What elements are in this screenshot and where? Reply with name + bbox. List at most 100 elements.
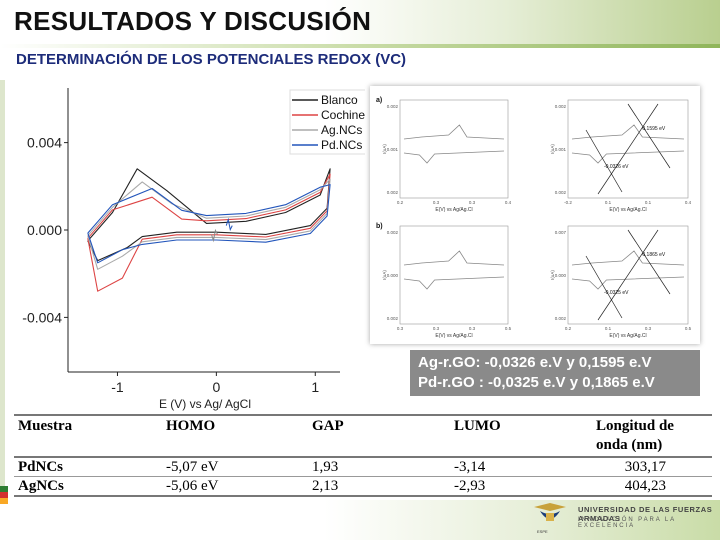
inset-x-axis-label: E(V) vs Ag/Ag.Cl [435, 207, 472, 213]
inset-x-tick-label: 0.3 [433, 200, 440, 205]
inset-x-tick-label: 0.3 [397, 326, 404, 331]
inset-frame [399, 99, 509, 199]
cell-lumo: -3,14 [454, 459, 486, 475]
inset-x-tick-label: 0.4 [505, 200, 512, 205]
inset-y-axis-label: I(uA) [550, 270, 555, 280]
inset-chart-2: 0.002 0.001 0.002 -0.2 0.1 0.1 0.4 I(uA) E(V) vs… [550, 99, 692, 213]
inset-x-tick-label: 0.5 [505, 326, 512, 331]
tangent-line [585, 255, 623, 319]
inset-panel-label: b) [376, 223, 383, 230]
col-header-longitud: Longitud de onda (nm) [596, 418, 674, 453]
inset-y-tick-label: 0.002 [387, 190, 399, 195]
tangent-line [627, 103, 671, 169]
tangent-line [627, 229, 671, 295]
cv-blip [210, 228, 218, 243]
col-header-lumo: LUMO [454, 418, 501, 434]
legend-label: Ag.NCs [321, 123, 362, 137]
cv-y-tick-label: -0.004 [22, 309, 62, 325]
page-title: RESULTADOS Y DISCUSIÓN [14, 6, 372, 36]
cv-x-tick-label: 0 [212, 379, 220, 395]
cell-longitud: 303,17 [624, 459, 666, 475]
title-band [0, 0, 720, 48]
inset-x-tick-label: 0.3 [469, 326, 476, 331]
inset-charts: a) 0.002 0.001 0.002 0.2 0.3 0.3 0.4 I(uA) E(V) v… [376, 97, 692, 339]
inset-x-tick-label: 0.3 [469, 200, 476, 205]
university-name: UNIVERSIDAD DE LAS FUERZAS ARMADAS [578, 505, 713, 523]
redox-potentials-box: Ag-r.GO: -0,0326 e.V y 0,1595 e.V Pd-r.G… [410, 350, 700, 396]
cv-x-tick-label: 1 [311, 379, 319, 395]
university-motto: INNOVACIÓN PARA LA EXCELENCIA [578, 517, 676, 529]
inset-chart-1: a) 0.002 0.001 0.002 0.2 0.3 0.3 0.4 I(uA) E(V) v… [376, 97, 512, 213]
cell-muestra: PdNCs [18, 459, 64, 475]
redox-ag-line: Ag-r.GO: -0,0326 e.V y 0,1595 e.V [418, 354, 652, 371]
table-header-row: Muestra HOMO GAP LUMO Longitud de onda (… [14, 415, 712, 457]
inset-y-axis-label: I(uA) [550, 144, 555, 154]
cv-blip [225, 217, 233, 232]
col-header-homo: HOMO [166, 418, 216, 434]
inset-x-tick-label: 0.3 [645, 326, 652, 331]
cv-curves [87, 168, 331, 292]
inset-annotation: 0.1595 eV [642, 126, 665, 132]
inset-y-tick-label: 0.002 [387, 316, 399, 321]
tangent-line [597, 103, 659, 195]
redox-pd-line: Pd-r.GO : -0,0325 e.V y 0,1865 e.V [418, 374, 655, 391]
inset-x-tick-label: 0.5 [685, 326, 692, 331]
inset-y-tick-label: 0.002 [387, 230, 399, 235]
col-header-gap: GAP [312, 418, 344, 434]
cv-x-axis-label: E (V) vs Ag/ AgCl [159, 397, 251, 411]
inset-x-axis-label: E(V) vs Ag/Ag.Cl [609, 207, 646, 213]
inset-trace [571, 124, 685, 164]
crest-caption: ESPE [537, 529, 548, 534]
title-rule [0, 44, 720, 48]
inset-y-tick-label: 0.002 [387, 104, 399, 109]
side-accent-bar [0, 80, 5, 500]
inset-x-tick-label: 0.3 [433, 326, 440, 331]
inset-x-tick-label: 0.2 [565, 326, 572, 331]
inset-panel: a) 0.002 0.001 0.002 0.2 0.3 0.3 0.4 I(uA) E(V) v… [370, 86, 700, 344]
inset-y-tick-label: 0.002 [555, 190, 567, 195]
cell-gap: 2,13 [312, 478, 339, 494]
university-crest-icon [534, 503, 566, 521]
cell-muestra: AgNCs [18, 478, 64, 494]
cell-gap: 1,93 [312, 459, 339, 475]
tangent-line [585, 129, 623, 193]
inset-frame [399, 225, 509, 325]
inset-y-tick-label: 0.002 [555, 316, 567, 321]
cv-y-tick-label: 0.000 [27, 222, 62, 238]
inset-x-tick-label: 0.1 [605, 200, 612, 205]
col-header-muestra: Muestra [18, 418, 73, 434]
cv-x-tick-label: -1 [111, 379, 124, 395]
cv-axes: 0.004 0.000 -0.004 -1 0 1 [22, 88, 340, 395]
flag-stripes [0, 486, 8, 504]
inset-x-tick-label: -0.2 [564, 200, 572, 205]
legend-label: Pd.NCs [321, 138, 362, 152]
table-row: AgNCs -5,06 eV 2,13 -2,93 404,23 [14, 477, 712, 496]
inset-annotation: -0.0325 eV [604, 290, 629, 296]
inset-trace [403, 250, 505, 290]
inset-y-tick-label: 0.007 [555, 230, 567, 235]
inset-y-tick-label: 0.000 [387, 273, 399, 278]
inset-x-tick-label: 0.1 [645, 200, 652, 205]
cell-homo: -5,07 eV [166, 459, 219, 475]
page-subtitle: DETERMINACIÓN DE LOS POTENCIALES REDOX (… [16, 51, 407, 68]
inset-x-axis-label: E(V) vs Ag/Ag.Cl [609, 333, 646, 339]
cv-curve-pdncs [87, 184, 331, 264]
inset-frame [567, 99, 689, 199]
cv-curve-blanco [87, 168, 331, 262]
inset-x-tick-label: 0.1 [605, 326, 612, 331]
cv-chart: 0.004 0.000 -0.004 -1 0 1 BlancoCochinealAg.N… [22, 88, 365, 411]
table-row: PdNCs -5,07 eV 1,93 -3,14 303,17 [14, 457, 712, 477]
legend-label: Blanco [321, 93, 358, 107]
inset-y-tick-label: 0.001 [555, 147, 567, 152]
cell-longitud: 404,23 [624, 478, 666, 494]
cell-lumo: -2,93 [454, 478, 486, 494]
inset-y-tick-label: 0.001 [387, 147, 399, 152]
inset-trace [403, 124, 505, 164]
inset-y-tick-label: 0.002 [555, 104, 567, 109]
inset-annotation: 0.1865 eV [642, 252, 665, 258]
legend-label: Cochineal [321, 108, 365, 122]
inset-x-axis-label: E(V) vs Ag/Ag.Cl [435, 333, 472, 339]
inset-x-tick-label: 0.2 [397, 200, 404, 205]
inset-y-tick-label: 0.000 [555, 273, 567, 278]
